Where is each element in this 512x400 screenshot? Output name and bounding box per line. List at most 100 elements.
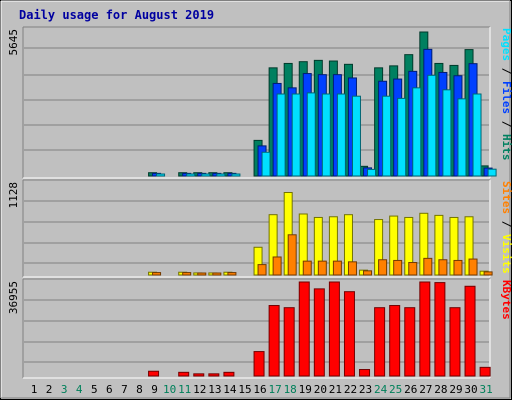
bar-sites-day-31	[483, 271, 493, 276]
x-label-day-10: 10	[163, 383, 176, 396]
bar-sites-day-19	[302, 260, 312, 276]
bar-kbytes-day-18	[283, 307, 295, 377]
x-label-day-22: 22	[344, 383, 357, 396]
panel-bottom: 36955 KBytes	[7, 278, 512, 379]
x-label-day-16: 16	[253, 383, 266, 396]
bar-kbytes-day-13	[208, 373, 220, 377]
bar-pages-day-27	[427, 74, 437, 177]
x-label-day-7: 7	[121, 383, 128, 396]
bar-kbytes-day-11	[178, 371, 190, 377]
bar-sites-day-27	[423, 257, 433, 276]
bar-pages-day-29	[457, 98, 467, 177]
bar-kbytes-day-17	[268, 305, 280, 377]
bar-pages-day-17	[276, 93, 286, 177]
bar-kbytes-day-28	[434, 282, 446, 377]
bar-sites-day-29	[453, 259, 463, 276]
x-label-day-11: 11	[178, 383, 191, 396]
bar-kbytes-day-26	[404, 307, 416, 377]
x-label-day-5: 5	[91, 383, 98, 396]
bar-sites-day-14	[227, 272, 237, 276]
bar-kbytes-day-24	[374, 307, 386, 377]
bar-pages-day-25	[397, 97, 407, 177]
bar-pages-day-28	[442, 89, 452, 177]
bar-sites-day-25	[393, 259, 403, 276]
bar-pages-day-31	[487, 168, 497, 177]
bar-pages-day-12	[201, 173, 211, 177]
bar-kbytes-day-29	[449, 307, 461, 377]
legend-part: KBytes	[500, 280, 512, 320]
bar-pages-day-13	[216, 173, 226, 177]
bar-pages-day-22	[351, 95, 361, 177]
bar-pages-day-16	[261, 151, 271, 177]
bar-kbytes-day-14	[223, 371, 235, 377]
bar-pages-day-9	[156, 173, 166, 177]
bar-kbytes-day-21	[328, 281, 340, 377]
panel-bottom-legend: KBytes	[500, 280, 512, 320]
bar-pages-day-20	[321, 93, 331, 177]
x-label-day-29: 29	[449, 383, 462, 396]
x-label-day-31: 31	[479, 383, 492, 396]
bar-sites-day-9	[152, 272, 162, 276]
bar-kbytes-day-30	[464, 285, 476, 377]
bar-kbytes-day-9	[148, 370, 160, 377]
bar-kbytes-day-31	[479, 366, 491, 377]
panel-bottom-ymax-label: 36955	[7, 281, 20, 314]
x-label-day-27: 27	[419, 383, 432, 396]
x-label-day-24: 24	[374, 383, 388, 396]
panel-top-legend: Pages / Files / Hits	[500, 28, 512, 161]
bar-kbytes-day-22	[343, 291, 355, 377]
x-label-day-1: 1	[31, 383, 38, 396]
panel-middle-ymax-label: 1128	[7, 182, 20, 209]
x-label-day-2: 2	[46, 383, 53, 396]
legend-part: Files	[500, 81, 512, 114]
bar-sites-day-30	[468, 258, 478, 276]
bar-sites-day-17	[272, 256, 282, 276]
bar-kbytes-day-27	[419, 281, 431, 377]
x-label-day-14: 14	[223, 383, 237, 396]
bar-pages-day-23	[367, 168, 377, 177]
x-label-day-6: 6	[106, 383, 113, 396]
bar-sites-day-16	[257, 264, 267, 276]
x-label-day-8: 8	[136, 383, 143, 396]
bar-pages-day-11	[186, 173, 196, 177]
legend-part: /	[500, 214, 512, 234]
x-label-day-18: 18	[284, 383, 297, 396]
bar-kbytes-day-19	[298, 281, 310, 377]
panel-middle: 1128 Sites / Visits	[7, 179, 512, 278]
bar-pages-day-26	[412, 87, 422, 177]
bar-sites-day-11	[182, 272, 192, 276]
bar-sites-day-13	[212, 272, 222, 276]
x-label-day-9: 9	[151, 383, 158, 396]
x-label-day-15: 15	[238, 383, 251, 396]
bar-sites-day-24	[378, 259, 388, 276]
bar-sites-day-22	[347, 261, 357, 276]
bar-pages-day-14	[231, 173, 241, 177]
x-label-day-19: 19	[299, 383, 312, 396]
panel-top: 5645 Pages / Files / Hits	[7, 26, 512, 179]
legend-part: Pages	[500, 28, 512, 61]
bar-pages-day-30	[472, 93, 482, 177]
panel-middle-legend: Sites / Visits	[500, 181, 512, 274]
bar-sites-day-12	[197, 272, 207, 276]
x-label-day-26: 26	[404, 383, 417, 396]
bar-pages-day-18	[291, 93, 301, 177]
x-label-day-28: 28	[434, 383, 447, 396]
bar-pages-day-19	[306, 92, 316, 177]
bar-kbytes-day-23	[359, 369, 371, 377]
x-label-day-21: 21	[329, 383, 342, 396]
legend-part: Sites	[500, 181, 512, 214]
x-label-day-17: 17	[268, 383, 281, 396]
x-label-day-23: 23	[359, 383, 372, 396]
bar-sites-day-20	[317, 260, 327, 276]
bar-kbytes-day-12	[193, 373, 205, 377]
x-label-day-13: 13	[208, 383, 221, 396]
chart-panels: 5645 Pages / Files / Hits 1128 Sites / Visi…	[7, 26, 512, 379]
bar-kbytes-day-25	[389, 305, 401, 377]
chart-title: Daily usage for August 2019	[19, 8, 214, 22]
x-axis-labels: 1 2 3 4 5 6 7 8 9 10 11 12 13 14 15 16 17 18 19 20 21 22 23 24 2…	[31, 383, 493, 396]
bar-sites-day-28	[438, 259, 448, 276]
x-label-day-20: 20	[314, 383, 327, 396]
bar-kbytes-day-16	[253, 351, 265, 377]
x-label-day-4: 4	[76, 383, 83, 396]
